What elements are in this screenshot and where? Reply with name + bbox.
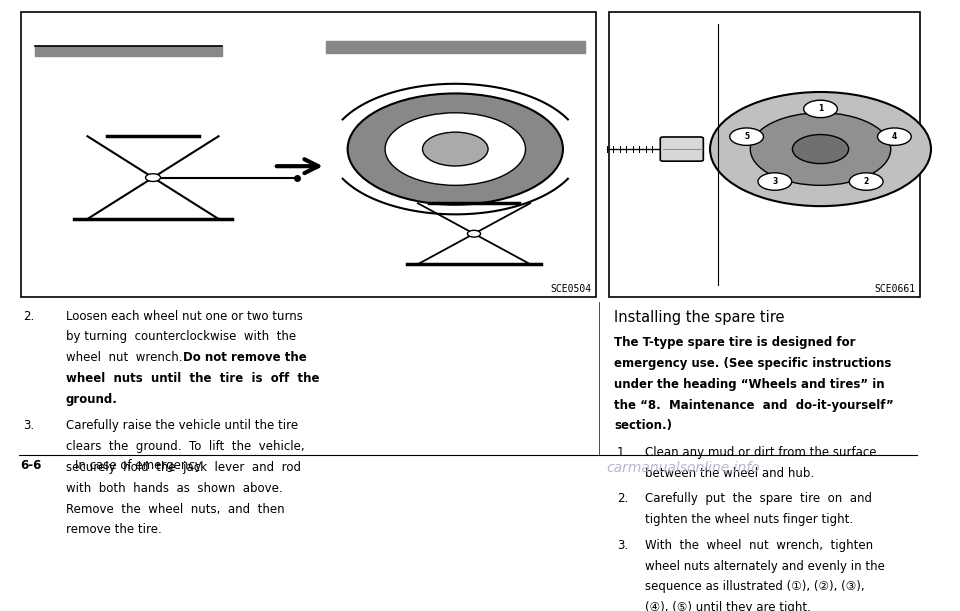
Text: between the wheel and hub.: between the wheel and hub. <box>645 467 814 480</box>
Circle shape <box>422 132 488 166</box>
Text: emergency use. (See specific instructions: emergency use. (See specific instruction… <box>614 357 892 370</box>
Circle shape <box>850 173 883 190</box>
Text: by turning  counterclockwise  with  the: by turning counterclockwise with the <box>65 331 296 343</box>
FancyBboxPatch shape <box>660 137 704 161</box>
Circle shape <box>348 93 563 205</box>
Text: ground.: ground. <box>65 393 117 406</box>
Circle shape <box>468 230 481 237</box>
Text: 6-6: 6-6 <box>20 459 42 472</box>
Text: Clean any mud or dirt from the surface: Clean any mud or dirt from the surface <box>645 446 876 459</box>
Text: 2: 2 <box>864 177 869 186</box>
Text: 3.: 3. <box>617 539 628 552</box>
Text: section.): section.) <box>614 419 672 433</box>
Text: Loosen each wheel nut one or two turns: Loosen each wheel nut one or two turns <box>65 310 302 323</box>
Text: SCE0661: SCE0661 <box>875 284 916 294</box>
Text: carmanualsonline.info: carmanualsonline.info <box>607 461 760 475</box>
Text: The T-type spare tire is designed for: The T-type spare tire is designed for <box>614 336 855 349</box>
Text: 3.: 3. <box>23 419 35 433</box>
Text: remove the tire.: remove the tire. <box>65 524 161 536</box>
Text: (④), (⑤) until they are tight.: (④), (⑤) until they are tight. <box>645 601 811 611</box>
Text: under the heading “Wheels and tires” in: under the heading “Wheels and tires” in <box>614 378 885 391</box>
Text: 5: 5 <box>744 132 749 141</box>
Text: tighten the wheel nuts finger tight.: tighten the wheel nuts finger tight. <box>645 513 853 526</box>
Bar <box>609 12 921 298</box>
Text: 4: 4 <box>892 132 897 141</box>
Text: In case of emergency: In case of emergency <box>75 459 202 472</box>
Text: Installing the spare tire: Installing the spare tire <box>614 310 784 324</box>
Circle shape <box>758 173 792 190</box>
Circle shape <box>804 100 837 118</box>
Text: sequence as illustrated (①), (②), (③),: sequence as illustrated (①), (②), (③), <box>645 580 865 593</box>
Text: Carefully  put  the  spare  tire  on  and: Carefully put the spare tire on and <box>645 492 872 505</box>
Circle shape <box>792 134 849 164</box>
Text: wheel  nuts  until  the  tire  is  off  the: wheel nuts until the tire is off the <box>65 372 319 385</box>
Text: with  both  hands  as  shown  above.: with both hands as shown above. <box>65 481 282 495</box>
Text: the “8.  Maintenance  and  do-it-yourself”: the “8. Maintenance and do-it-yourself” <box>614 398 894 412</box>
Text: Carefully raise the vehicle until the tire: Carefully raise the vehicle until the ti… <box>65 419 298 433</box>
Text: 1: 1 <box>818 104 823 114</box>
Bar <box>20 12 596 298</box>
Text: SCE0504: SCE0504 <box>550 284 591 294</box>
Circle shape <box>877 128 911 145</box>
Circle shape <box>710 92 931 206</box>
Text: wheel  nut  wrench.: wheel nut wrench. <box>65 351 189 364</box>
Text: clears  the  ground.  To  lift  the  vehicle,: clears the ground. To lift the vehicle, <box>65 440 304 453</box>
Text: 2.: 2. <box>23 310 35 323</box>
Circle shape <box>146 174 160 181</box>
Text: With  the  wheel  nut  wrench,  tighten: With the wheel nut wrench, tighten <box>645 539 874 552</box>
Text: 1.: 1. <box>617 446 628 459</box>
Text: Remove  the  wheel  nuts,  and  then: Remove the wheel nuts, and then <box>65 502 284 516</box>
Circle shape <box>751 113 891 185</box>
Text: securely  hold  the  jack  lever  and  rod: securely hold the jack lever and rod <box>65 461 300 474</box>
Circle shape <box>730 128 763 145</box>
Text: wheel nuts alternately and evenly in the: wheel nuts alternately and evenly in the <box>645 560 885 573</box>
Text: 3: 3 <box>772 177 778 186</box>
Circle shape <box>385 113 525 185</box>
Text: Do not remove the: Do not remove the <box>182 351 306 364</box>
Text: 2.: 2. <box>617 492 628 505</box>
